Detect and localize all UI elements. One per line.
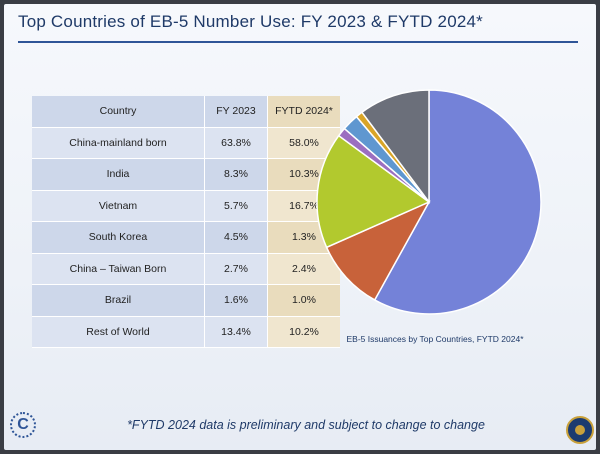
pie-slice-rest-of-world bbox=[360, 89, 430, 205]
table-row: China-mainland born 63.8% 58.0% bbox=[32, 127, 340, 159]
uscis-logo-icon: C bbox=[10, 412, 36, 438]
cell-fytd2024: 10.2% bbox=[267, 316, 340, 348]
pie-chart-title: EB-5 Issuances by Top Countries, FYTD 20… bbox=[346, 334, 524, 344]
slide-title: Top Countries of EB-5 Number Use: FY 202… bbox=[18, 12, 483, 31]
cell-fy2023: 8.3% bbox=[204, 158, 268, 191]
table-row: Brazil 1.6% 1.0% bbox=[32, 284, 340, 317]
country-table: Country FY 2023 FYTD 2024* China-mainlan… bbox=[32, 96, 340, 348]
table-row: India 8.3% 10.3% bbox=[32, 158, 340, 191]
table-header-row: Country FY 2023 FYTD 2024* bbox=[32, 96, 340, 128]
cell-fy2023: 2.7% bbox=[204, 253, 268, 285]
cell-fy2023: 5.7% bbox=[204, 190, 268, 222]
cell-country: China – Taiwan Born bbox=[32, 253, 205, 285]
cell-country: China-mainland born bbox=[32, 127, 205, 159]
pie-slice-china-mainland-born bbox=[373, 89, 542, 315]
header-fytd2024: FYTD 2024* bbox=[267, 96, 340, 128]
table-row: China – Taiwan Born 2.7% 2.4% bbox=[32, 253, 340, 285]
slide: Top Countries of EB-5 Number Use: FY 202… bbox=[4, 4, 596, 450]
pie-slice-india bbox=[325, 200, 431, 301]
table-row: South Korea 4.5% 1.3% bbox=[32, 221, 340, 254]
cell-country: South Korea bbox=[32, 221, 205, 254]
pie-slice-vietnam bbox=[316, 134, 431, 249]
cell-fytd2024: 1.0% bbox=[267, 284, 340, 317]
cell-fy2023: 4.5% bbox=[204, 221, 268, 254]
cell-fy2023: 1.6% bbox=[204, 284, 268, 317]
cell-fytd2024: 2.4% bbox=[267, 253, 340, 285]
header-fy2023: FY 2023 bbox=[204, 96, 268, 128]
title-divider bbox=[18, 41, 578, 43]
cell-country: Brazil bbox=[32, 284, 205, 317]
pie-chart bbox=[316, 89, 542, 315]
table-row: Vietnam 5.7% 16.7% bbox=[32, 190, 340, 222]
cell-country: India bbox=[32, 158, 205, 191]
footnote: *FYTD 2024 data is preliminary and subje… bbox=[127, 418, 485, 432]
state-seal-icon bbox=[566, 416, 594, 444]
cell-country: Rest of World bbox=[32, 316, 205, 348]
cell-country: Vietnam bbox=[32, 190, 205, 222]
table-row: Rest of World 13.4% 10.2% bbox=[32, 316, 340, 348]
cell-fy2023: 13.4% bbox=[204, 316, 268, 348]
cell-fy2023: 63.8% bbox=[204, 127, 268, 159]
header-country: Country bbox=[32, 96, 205, 128]
